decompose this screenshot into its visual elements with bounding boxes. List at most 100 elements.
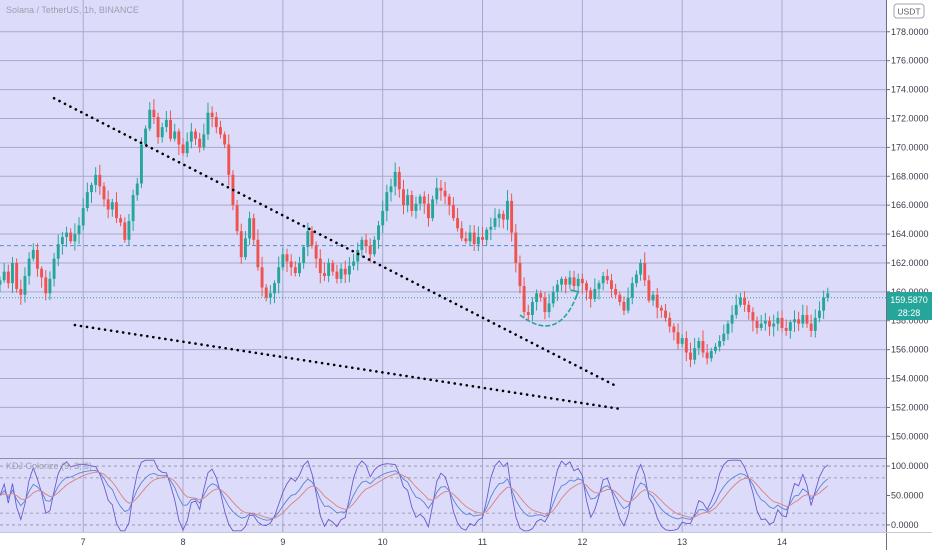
- price-tick-label: 174.0000: [891, 85, 929, 95]
- candle-up: [185, 141, 189, 154]
- candle-down: [152, 109, 156, 118]
- candle-up: [722, 333, 726, 341]
- candle-down: [605, 275, 609, 281]
- candle-down: [610, 280, 613, 289]
- candle-down: [115, 202, 118, 219]
- price-tick-label: 166.0000: [891, 200, 929, 210]
- candle-down: [768, 320, 771, 327]
- candle-down: [98, 174, 102, 187]
- candle-down: [35, 249, 39, 269]
- candle-down: [539, 293, 543, 298]
- candle-down: [343, 268, 347, 275]
- candle-up: [298, 262, 301, 274]
- candle-down: [410, 195, 414, 211]
- candle-down: [585, 283, 588, 291]
- price-tick-label: 156.0000: [891, 345, 929, 355]
- candle-up: [52, 258, 56, 279]
- candle-up: [639, 262, 643, 275]
- candle-down: [543, 297, 547, 313]
- candle-up: [726, 323, 730, 334]
- indicator-axis[interactable]: 100.0000 50.0000 0.0000: [886, 461, 929, 530]
- candle-down: [40, 268, 44, 278]
- candle-up: [356, 249, 360, 262]
- candle-up: [81, 208, 85, 226]
- candle-up: [813, 317, 817, 331]
- candle-up: [73, 234, 77, 242]
- candle-up: [709, 351, 713, 359]
- candle-down: [210, 112, 214, 118]
- candle-down: [426, 203, 430, 219]
- candle-up: [302, 247, 306, 263]
- candle-up: [651, 294, 655, 301]
- time-tick-label: 8: [181, 537, 186, 547]
- candle-down: [239, 231, 243, 258]
- lower-trendline: [73, 323, 622, 411]
- candle-up: [530, 301, 534, 315]
- candle-up: [506, 200, 509, 220]
- currency-badge-label: USDT: [897, 7, 920, 17]
- candle-down: [422, 196, 426, 204]
- time-tick-label: 14: [777, 537, 787, 547]
- candle-down: [618, 294, 622, 302]
- candle-down: [684, 338, 688, 353]
- candle-up: [793, 319, 796, 323]
- candle-down: [501, 213, 505, 220]
- price-tick-label: 164.0000: [891, 229, 929, 239]
- time-tick-label: 12: [577, 537, 587, 547]
- candle-down: [19, 288, 23, 295]
- time-axis[interactable]: 7 8 9 10 11 12 13 14: [81, 537, 787, 547]
- candle-down: [614, 288, 618, 295]
- candle-up: [377, 225, 380, 240]
- candle-down: [214, 117, 218, 128]
- candle-down: [256, 239, 260, 268]
- candle-up: [568, 277, 572, 285]
- candle-down: [522, 286, 526, 313]
- candle-down: [689, 352, 692, 360]
- candle-down: [464, 238, 468, 242]
- forecast-curve: [519, 291, 579, 327]
- candle-down: [672, 326, 676, 333]
- price-axis[interactable]: 178.0000 176.0000 174.0000 172.0000 170.0000…: [886, 27, 929, 442]
- candle-down: [310, 231, 314, 246]
- candle-up: [85, 192, 89, 209]
- candle-up: [23, 275, 27, 295]
- candle-up: [202, 134, 206, 148]
- candle-up: [131, 195, 135, 222]
- indicator-tick-label: 0.0000: [891, 520, 919, 530]
- candle-down: [169, 119, 173, 139]
- candle-up: [734, 304, 738, 315]
- indicator-tick-label: 100.0000: [891, 461, 929, 471]
- candle-down: [260, 267, 264, 288]
- candle-down: [743, 297, 747, 305]
- candle-up: [414, 203, 418, 211]
- candle-down: [318, 258, 322, 274]
- candle-up: [148, 109, 152, 129]
- kdj-j-line: [0, 459, 829, 532]
- candle-down: [314, 245, 318, 259]
- candle-up: [389, 186, 393, 193]
- upper-trendline: [52, 96, 617, 388]
- candle-up: [776, 317, 780, 324]
- candle-up: [94, 174, 98, 185]
- candle-up: [27, 258, 31, 276]
- last-price-tag: 159.5870 28:28: [887, 292, 932, 320]
- candle-up: [634, 274, 638, 284]
- candle-down: [805, 314, 809, 324]
- candle-up: [56, 244, 60, 259]
- candle-up: [406, 195, 410, 206]
- candle-down: [322, 273, 326, 276]
- candle-up: [385, 192, 389, 211]
- candle-up: [772, 323, 776, 327]
- candle-down: [514, 232, 518, 263]
- candle-down: [252, 218, 256, 240]
- candle-down: [518, 262, 522, 287]
- currency-badge[interactable]: USDT: [893, 3, 925, 19]
- candle-up: [381, 210, 385, 226]
- candle-down: [402, 189, 405, 206]
- candle-down: [526, 312, 530, 315]
- candle-up: [77, 225, 81, 235]
- kdj-d-line: [0, 471, 829, 519]
- last-price-value: 159.5870: [890, 295, 928, 305]
